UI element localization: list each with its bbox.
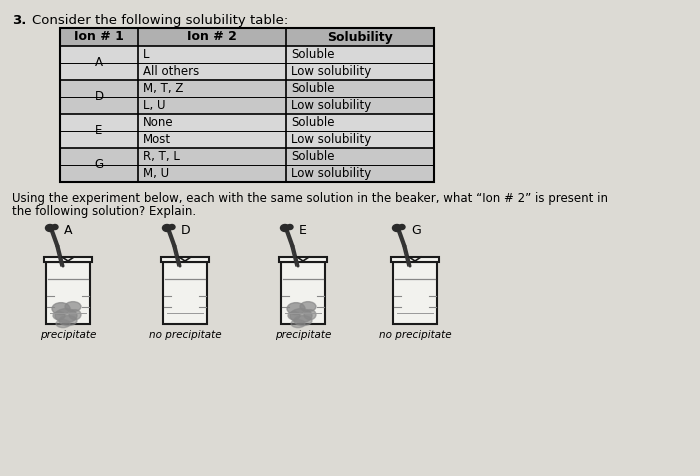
Text: precipitate: precipitate [40, 330, 96, 340]
Text: D: D [181, 224, 190, 237]
Text: the following solution? Explain.: the following solution? Explain. [12, 205, 196, 218]
Text: Soluble: Soluble [291, 48, 335, 61]
Text: R, T, L: R, T, L [143, 150, 180, 163]
Ellipse shape [55, 308, 77, 323]
Bar [60, 97, 434, 114]
Ellipse shape [69, 310, 81, 320]
Text: M, T, Z: M, T, Z [143, 82, 183, 95]
Ellipse shape [52, 303, 70, 315]
Ellipse shape [287, 303, 305, 315]
Bar [46, 262, 90, 324]
Text: Consider the following solubility table:: Consider the following solubility table: [32, 14, 288, 27]
Text: E: E [299, 224, 307, 237]
Bar [44, 257, 92, 262]
Ellipse shape [59, 316, 77, 326]
Bar [60, 28, 434, 182]
Bar [161, 257, 209, 262]
Text: All others: All others [143, 65, 199, 78]
Bar [391, 257, 439, 262]
Text: D: D [94, 90, 104, 103]
Bar [60, 148, 434, 165]
Text: Using the experiment below, each with the same solution in the beaker, what “Ion: Using the experiment below, each with th… [12, 192, 608, 205]
Ellipse shape [399, 225, 405, 229]
Ellipse shape [300, 302, 316, 312]
Ellipse shape [53, 312, 65, 320]
Text: None: None [143, 116, 174, 129]
Ellipse shape [290, 308, 312, 323]
Bar [281, 262, 325, 324]
Text: G: G [94, 159, 104, 171]
Text: Most: Most [143, 133, 171, 146]
Text: Low solubility: Low solubility [291, 133, 371, 146]
Ellipse shape [291, 320, 305, 327]
Ellipse shape [294, 316, 312, 326]
Bar [279, 257, 327, 262]
Ellipse shape [281, 225, 290, 231]
Text: Low solubility: Low solubility [291, 167, 371, 180]
Bar [60, 131, 434, 148]
Text: no precipitate: no precipitate [379, 330, 452, 340]
Text: Soluble: Soluble [291, 82, 335, 95]
Bar [393, 262, 437, 324]
Text: no precipitate: no precipitate [148, 330, 221, 340]
Text: Low solubility: Low solubility [291, 65, 371, 78]
Ellipse shape [288, 312, 300, 320]
Text: Solubility: Solubility [327, 30, 393, 43]
Ellipse shape [287, 225, 293, 229]
Text: E: E [95, 125, 103, 138]
Text: 3.: 3. [12, 14, 27, 27]
Ellipse shape [46, 225, 55, 231]
Bar [60, 165, 434, 182]
Ellipse shape [65, 302, 81, 312]
Text: Soluble: Soluble [291, 150, 335, 163]
Text: Ion # 1: Ion # 1 [74, 30, 124, 43]
Ellipse shape [52, 225, 58, 229]
Text: Ion # 2: Ion # 2 [187, 30, 237, 43]
Ellipse shape [162, 225, 172, 231]
Ellipse shape [393, 225, 402, 231]
Text: L, U: L, U [143, 99, 165, 112]
Bar [60, 28, 434, 46]
Ellipse shape [304, 310, 316, 320]
Ellipse shape [56, 320, 70, 327]
Text: Soluble: Soluble [291, 116, 335, 129]
Bar [60, 63, 434, 80]
Ellipse shape [169, 225, 175, 229]
Text: Low solubility: Low solubility [291, 99, 371, 112]
Text: M, U: M, U [143, 167, 169, 180]
Text: A: A [95, 57, 103, 69]
Bar [60, 80, 434, 97]
Bar [60, 114, 434, 131]
Text: A: A [64, 224, 73, 237]
Bar [60, 46, 434, 63]
Text: precipitate: precipitate [275, 330, 331, 340]
Bar [163, 262, 207, 324]
Text: L: L [143, 48, 150, 61]
Text: G: G [411, 224, 421, 237]
